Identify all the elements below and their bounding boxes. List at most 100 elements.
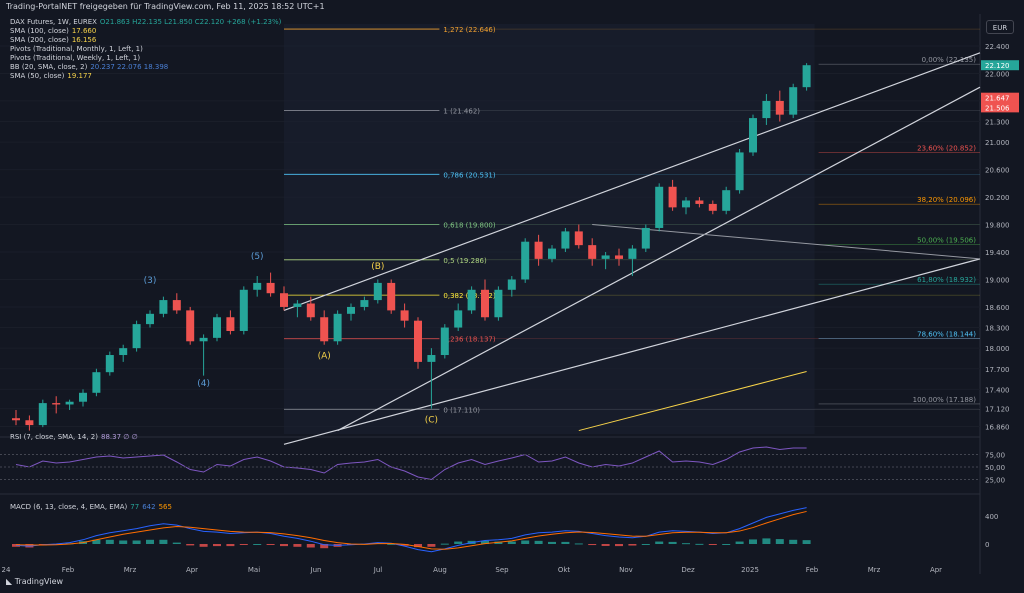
legend-value: 19.177 [67, 72, 92, 80]
macd-histogram-bar [574, 543, 583, 545]
candle-body [52, 403, 61, 405]
macd-histogram-bar [641, 544, 650, 545]
macd-histogram-bar [213, 544, 221, 547]
macd-histogram-bar [105, 539, 114, 544]
candle-body [440, 327, 449, 356]
candle-body [749, 118, 757, 153]
candle-body [494, 289, 503, 318]
y-tick-label: 18.000 [985, 345, 1010, 353]
legend-value: 17.660 [71, 27, 97, 35]
candle-body [119, 348, 128, 356]
x-tick-label: Mrz [124, 566, 137, 574]
fib-retracement-label: 78,60% (18.144) [917, 330, 976, 338]
fib-retracement-label: 38,20% (20.096) [917, 196, 976, 204]
resistance-line [592, 224, 981, 260]
price-badge-bg [981, 92, 1019, 103]
shaded-region [284, 24, 815, 434]
rsi-level-label: 25,00 [985, 477, 1005, 485]
macd-histogram-bar [266, 544, 275, 545]
candle-body [628, 248, 637, 259]
macd-histogram-bar [735, 541, 744, 544]
candle-body [521, 241, 530, 280]
trend-channel-upper [283, 52, 981, 311]
candle-body [588, 245, 597, 259]
y-tick-label: 17.700 [985, 366, 1010, 374]
x-tick-label: Mai [248, 566, 260, 574]
x-tick-label: Apr [186, 566, 198, 574]
candle-body [320, 317, 329, 342]
y-tick-label: 18.600 [985, 304, 1010, 312]
macd-histogram-bar [775, 539, 784, 544]
candle-body [306, 303, 315, 318]
macd-histogram-bar [253, 544, 262, 545]
elliott-wave-label: (4) [197, 379, 210, 389]
price-badge-label: 22.120 [985, 62, 1010, 70]
macd-histogram-bar [132, 540, 141, 544]
fib-retracement-label: 0,00% (22.135) [922, 56, 977, 64]
candle-body [293, 303, 302, 307]
candle-body [427, 355, 436, 362]
macd-histogram-bar [293, 544, 302, 547]
macd-level-label: 400 [985, 513, 998, 521]
currency-button[interactable]: EUR [986, 20, 1014, 34]
legend-line: SMA (200, close) 16.156 [10, 36, 96, 45]
macd-signal-line [15, 510, 807, 550]
candle-body [762, 100, 771, 119]
candle-body [548, 248, 556, 259]
fib-retracement-label: 23,60% (20.852) [917, 144, 976, 152]
trend-channel-lower [337, 86, 981, 432]
candle-body [695, 200, 704, 204]
macd-histogram-bar [239, 544, 248, 545]
candle-body [454, 310, 463, 328]
macd-histogram-bar [534, 540, 543, 544]
legend-line: SMA (100, close) 17.660 [10, 27, 96, 36]
legend-line: SMA (50, close) 19.177 [10, 72, 92, 81]
tradingview-logo-icon: ◣ [6, 577, 15, 586]
candle-body [159, 300, 168, 314]
y-tick-label: 17.120 [985, 406, 1010, 414]
macd-histogram-bar [521, 540, 530, 544]
candle-body [25, 420, 34, 426]
legend-value: 20.237 22.076 18.398 [90, 63, 169, 71]
macd-histogram-bar [601, 544, 610, 546]
macd-histogram-bar [789, 539, 798, 544]
candle-body [789, 87, 798, 115]
rsi-line [15, 446, 807, 481]
y-tick-label: 22.400 [985, 43, 1010, 51]
candle-body [668, 186, 677, 208]
x-tick-label: Nov [619, 566, 633, 574]
candle-body [467, 289, 476, 311]
macd-histogram-bar [802, 540, 811, 544]
macd-histogram-bar [146, 539, 154, 544]
legend-label: DAX Futures, 1W, EUREX [10, 18, 97, 26]
legend-value: O21.863 H22.135 L21.850 C22.120 +268 (+1… [99, 18, 282, 26]
macd-histogram-bar [682, 543, 690, 545]
legend-label: Pivots (Traditional, Weekly, 1, Left, 1) [10, 54, 141, 62]
legend-line: DAX Futures, 1W, EUREX O21.863 H22.135 L2… [10, 18, 281, 27]
candle-body [105, 355, 114, 373]
macd-legend: MACD (6, 13, close, 4, EMA, EMA) 77 642 565 [10, 503, 172, 511]
fib-level-label: 0,618 (19.800) [443, 222, 495, 230]
x-tick-label: Sep [495, 566, 509, 574]
x-tick-label: Jul [373, 566, 383, 574]
elliott-wave-label: (5) [251, 252, 264, 262]
candle-body [722, 190, 731, 211]
y-tick-label: 19.800 [985, 222, 1010, 230]
candle-body [347, 306, 355, 314]
candle-body [574, 231, 583, 246]
rsi-level-label: 75,00 [985, 452, 1005, 460]
macd-histogram-bar [615, 544, 623, 547]
macd-histogram-bar [507, 541, 516, 544]
macd-line [15, 507, 807, 553]
candle-body [266, 282, 275, 294]
candle-body [400, 310, 409, 321]
candle-body [280, 293, 288, 307]
x-tick-label: Okt [558, 566, 571, 574]
chart-canvas[interactable]: 1,272 (22.646) 1 (21.462) 0,786 (20.531) 0,… [0, 14, 1024, 577]
fib-level-label: 1,272 (22.646) [443, 26, 495, 34]
macd-histogram-bar [561, 541, 570, 544]
candle-body [481, 289, 489, 318]
candle-body [239, 289, 248, 331]
fib-retracement-label: 61,80% (18.932) [917, 276, 976, 284]
candle-body [186, 310, 195, 342]
